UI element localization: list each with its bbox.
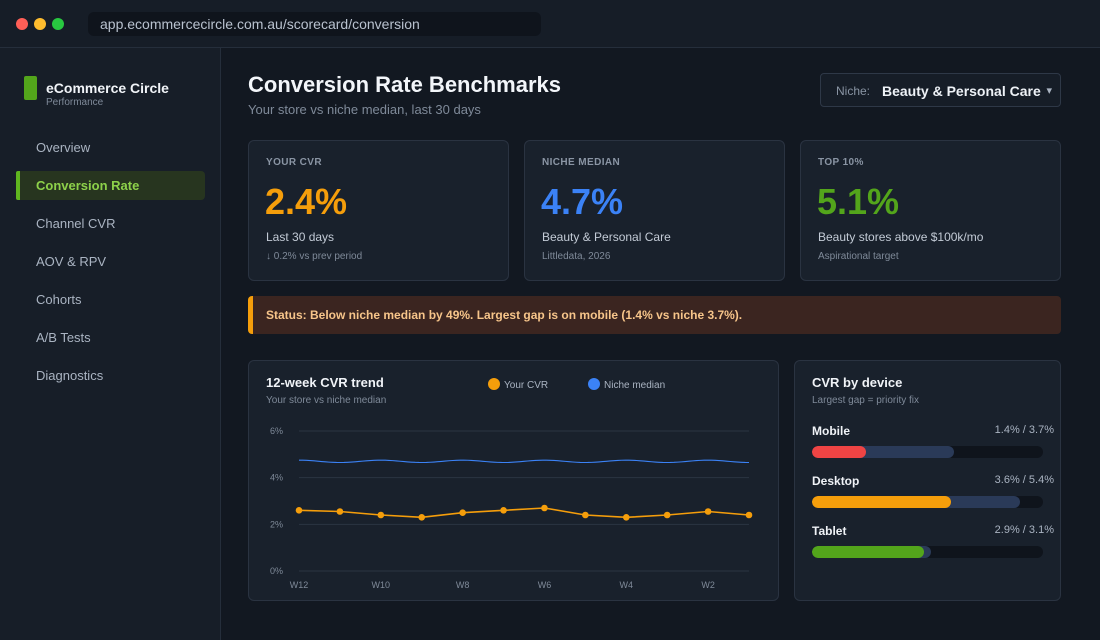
kpi-value: 2.4%	[265, 181, 348, 222]
brand-name: eCommerce Circle	[46, 80, 169, 96]
device-name-desktop: Desktop	[812, 474, 860, 488]
x-tick-label: W12	[290, 580, 309, 590]
device-values-tablet: 2.9% / 3.1%	[994, 524, 1054, 536]
niche-select[interactable]: Niche: Beauty & Personal Care ▾	[820, 73, 1061, 107]
niche-select-label: Niche:	[836, 84, 871, 98]
data-point	[622, 514, 630, 521]
data-point	[377, 511, 385, 519]
device-bar-desktop	[812, 496, 1043, 508]
kpi-value: 5.1%	[817, 181, 900, 222]
data-point	[663, 511, 671, 519]
kpi-description: Last 30 days	[266, 230, 335, 244]
x-tick-label: W6	[538, 580, 552, 590]
data-point	[295, 507, 303, 514]
y-tick-label: 6%	[270, 426, 283, 436]
data-point	[704, 508, 712, 515]
trend-chart: 0% 2% 4% 6% W12 W10 W8 W6 W4 W2	[270, 426, 753, 590]
status-text: Status: Below niche median by 49%. Large…	[266, 308, 743, 322]
page-title: Conversion Rate Benchmarks	[248, 72, 561, 97]
kpi-card-niche-median: NICHE MEDIAN 4.7% Beauty & Personal Care…	[524, 140, 785, 281]
data-point	[459, 509, 466, 516]
device-panel: CVR by device Largest gap = priority fix…	[794, 360, 1061, 601]
kpi-label: YOUR CVR	[266, 157, 322, 168]
kpi-card-top-10: TOP 10% 5.1% Beauty stores above $100k/m…	[800, 140, 1061, 281]
kpi-label: NICHE MEDIAN	[542, 157, 621, 168]
y-tick-label: 4%	[270, 473, 283, 483]
address-bar[interactable]: app.ecommercecircle.com.au/scorecard/con…	[88, 12, 541, 36]
device-bar-yours	[812, 446, 866, 458]
kpi-description: Beauty stores above $100k/mo	[818, 230, 984, 244]
kpi-description: Beauty & Personal Care	[542, 230, 671, 244]
sidebar-item-overview[interactable]: Overview	[36, 140, 91, 155]
device-bar-mobile	[812, 446, 1043, 458]
kpi-label: TOP 10%	[818, 157, 864, 168]
sidebar-item-channel-cvr[interactable]: Channel CVR	[36, 216, 116, 231]
legend-item-niche-median: Niche median	[588, 378, 665, 391]
main-content: Conversion Rate Benchmarks Your store vs…	[221, 48, 1100, 640]
brand-logo	[24, 76, 37, 100]
device-name-mobile: Mobile	[812, 424, 850, 438]
x-tick-label: W2	[701, 580, 715, 590]
series-line-your-cvr	[298, 507, 750, 519]
device-values-mobile: 1.4% / 3.7%	[994, 424, 1054, 436]
data-point	[541, 504, 548, 512]
trend-chart-subtitle: Your store vs niche median	[266, 395, 387, 406]
device-bar-tablet	[812, 546, 1043, 558]
kpi-value: 4.7%	[541, 181, 624, 222]
legend-swatch	[588, 378, 600, 390]
data-point	[418, 514, 426, 521]
device-panel-title: CVR by device	[812, 375, 903, 390]
x-tick-label: W4	[620, 580, 634, 590]
browser-titlebar: app.ecommercecircle.com.au/scorecard/con…	[0, 0, 1100, 48]
legend-label: Niche median	[604, 380, 666, 391]
sidebar-item-ab-tests[interactable]: A/B Tests	[36, 330, 91, 345]
sidebar-item-aov-rpv[interactable]: AOV & RPV	[36, 254, 107, 269]
device-name-tablet: Tablet	[812, 524, 847, 538]
legend-label: Your CVR	[504, 380, 549, 391]
kpi-card-your-cvr: YOUR CVR 2.4% Last 30 days ↓ 0.2% vs pre…	[248, 140, 509, 281]
data-point	[336, 508, 344, 515]
maximize-window-button[interactable]	[52, 18, 64, 30]
sidebar-item-diagnostics[interactable]: Diagnostics	[36, 368, 104, 383]
brand-subtitle: Performance	[46, 97, 104, 108]
page-subtitle: Your store vs niche median, last 30 days	[248, 102, 481, 117]
y-tick-label: 0%	[270, 566, 283, 576]
close-window-button[interactable]	[16, 18, 28, 30]
data-point	[745, 511, 753, 519]
data-point	[500, 507, 507, 514]
data-point	[582, 511, 589, 519]
sidebar-nav: Overview Conversion Rate Channel CVR AOV…	[16, 133, 205, 399]
legend-item-your-cvr: Your CVR	[488, 378, 548, 391]
kpi-note: Aspirational target	[818, 251, 899, 262]
device-bar-yours	[812, 496, 951, 508]
device-bar-yours	[812, 546, 924, 558]
niche-select-value: Beauty & Personal Care	[882, 83, 1041, 99]
legend-swatch	[488, 378, 500, 390]
series-line-niche-median	[298, 459, 750, 464]
kpi-note: Littledata, 2026	[542, 251, 611, 262]
minimize-window-button[interactable]	[34, 18, 46, 30]
status-banner: Status: Below niche median by 49%. Large…	[248, 296, 1061, 334]
y-tick-label: 2%	[270, 519, 283, 529]
sidebar-item-conversion-rate[interactable]: Conversion Rate	[16, 171, 205, 200]
device-values-desktop: 3.6% / 5.4%	[994, 474, 1054, 486]
trend-chart-panel: 12-week CVR trend Your store vs niche me…	[248, 360, 779, 601]
sidebar: eCommerce Circle Performance Overview Co…	[0, 48, 221, 640]
x-tick-label: W8	[456, 580, 470, 590]
x-tick-label: W10	[372, 580, 391, 590]
kpi-note: ↓ 0.2% vs prev period	[266, 251, 363, 262]
trend-chart-title: 12-week CVR trend	[266, 375, 384, 390]
device-panel-subtitle: Largest gap = priority fix	[812, 395, 919, 406]
sidebar-item-cohorts[interactable]: Cohorts	[36, 292, 82, 307]
chevron-down-icon: ▾	[1046, 85, 1052, 97]
